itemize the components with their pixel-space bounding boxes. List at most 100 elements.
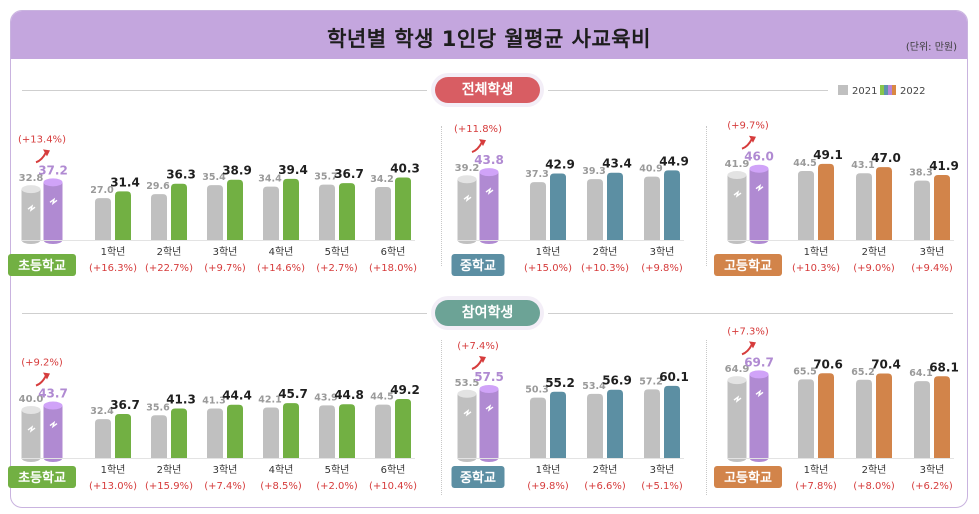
- all-elem-bar-2021-3: [207, 185, 223, 240]
- part-elem-value-2021-5: 43.9: [314, 392, 337, 403]
- all-elem-bar-2022-2: [171, 183, 187, 240]
- all-mid-value-2021-2: 39.3: [582, 166, 605, 177]
- header-band: 학년별 학생 1인당 월평균 사교육비 (단위: 만원): [11, 11, 967, 59]
- all-elem-overall-2021-value: 32.8: [19, 173, 44, 184]
- part-high-change-1: (+7.8%): [795, 481, 837, 492]
- all-elem-change-2: (+22.7%): [145, 263, 193, 274]
- part-elem-overall-change-arrowhead: [43, 372, 50, 380]
- part-high-overall-2021-cylinder-body: [727, 380, 747, 458]
- all-elem-bar-2021-1: [95, 198, 111, 240]
- all-elem-category-2: 2학년: [157, 246, 182, 258]
- part-high-bar-2022-1: [818, 373, 834, 458]
- all-mid-value-2021-1: 37.3: [525, 169, 548, 180]
- legend-item-2022: 2022: [880, 85, 925, 97]
- part-elem-overall-change: (+9.2%): [21, 358, 63, 369]
- all-elem-overall-2021-cylinder-top: [21, 185, 41, 194]
- divider-mid-high: [706, 126, 707, 266]
- all-elem-value-2021-3: 35.4: [202, 172, 226, 183]
- all-mid-bar-2021-3: [644, 176, 660, 240]
- all-mid-category-3: 3학년: [650, 246, 675, 258]
- part-elem-bar-2021-3: [207, 408, 223, 458]
- all-high-bar-2021-2: [856, 173, 872, 240]
- all-elem-value-2021-4: 34.4: [258, 174, 282, 185]
- all-elem-category-5: 5학년: [325, 246, 350, 258]
- all-mid-bar-2022-3: [664, 170, 680, 240]
- legend-label-2021: 2021: [852, 86, 878, 97]
- part-mid-overall-2022-coin-icon: [485, 404, 494, 412]
- all-elem-overall-change-arrow: [35, 151, 47, 164]
- all-mid-bar-2021-2: [587, 179, 603, 240]
- all-mid-overall-2021-cylinder-body: [457, 179, 477, 240]
- all-high-overall-2022-cylinder-body: [749, 168, 769, 240]
- part-high-category-1: 1학년: [804, 464, 829, 476]
- part-mid-category-3: 3학년: [650, 464, 675, 476]
- part-mid-overall-2021-cylinder-body: [457, 393, 477, 458]
- part-elem-value-2022-1: 36.7: [110, 398, 140, 412]
- all-mid-change-2: (+10.3%): [581, 263, 629, 274]
- all-high-overall-2021-cylinder-top: [727, 171, 747, 180]
- part-high-bar-2022-2: [876, 373, 892, 458]
- part-high-value-2022-1: 70.6: [813, 357, 843, 371]
- part-high-overall-2021-value: 64.9: [725, 364, 750, 375]
- all-elem-change-4: (+14.6%): [257, 263, 305, 274]
- all-elem-overall-2022-value: 37.2: [38, 163, 68, 177]
- part-elem-category-2: 2학년: [157, 464, 182, 476]
- all-high-overall-change-arrow: [741, 138, 753, 150]
- all-elem-value-2021-6: 34.2: [370, 174, 393, 185]
- all-elem-change-3: (+9.7%): [204, 263, 246, 274]
- part-elem-change-5: (+2.0%): [316, 481, 358, 492]
- all-elem-value-2022-2: 36.3: [166, 168, 196, 182]
- part-high-value-2021-3: 64.1: [909, 368, 932, 379]
- all-high-overall-change-arrowhead: [749, 135, 756, 143]
- divider-elem-mid-2: [441, 340, 442, 495]
- all-high-group-badge: [714, 254, 782, 276]
- all-elem-overall-2022-cylinder-body: [43, 182, 63, 240]
- part-high-overall-2022-cylinder-top: [749, 370, 769, 379]
- all-mid-category-1: 1학년: [536, 246, 561, 258]
- part-mid-overall-2021-coin-icon: [463, 409, 472, 417]
- all-high-overall-2022-coin-icon: [755, 183, 764, 192]
- part-mid-value-2022-1: 55.2: [545, 376, 575, 390]
- part-high-bar-2021-3: [914, 381, 930, 458]
- part-elem-change-4: (+8.5%): [260, 481, 302, 492]
- all-elem-group-badge: [8, 254, 76, 276]
- part-elem-value-2021-3: 41.3: [202, 395, 225, 406]
- all-elem-group-label: 초등학교: [18, 258, 66, 274]
- all-high-overall-2021-value: 41.9: [725, 159, 750, 170]
- legend-swatch-2022-purple: [888, 85, 892, 95]
- all-high-overall-2021-coin-icon: [733, 190, 742, 198]
- part-mid-group-badge: [451, 466, 505, 488]
- all-high-overall-2022-value: 46.0: [744, 150, 774, 164]
- part-elem-category-3: 3학년: [213, 464, 238, 476]
- legend-swatch-2021: [838, 85, 848, 95]
- legend-label-2022: 2022: [900, 86, 926, 97]
- part-elem-value-2022-6: 49.2: [390, 383, 420, 397]
- part-high-overall-change-arrow: [741, 343, 753, 356]
- all-elem-value-2022-1: 31.4: [110, 175, 140, 189]
- part-mid-overall-2022-value: 57.5: [474, 370, 504, 384]
- all-elem-value-2022-3: 38.9: [222, 164, 252, 178]
- all-mid-bar-2022-2: [607, 172, 623, 240]
- part-elem-change-3: (+7.4%): [204, 481, 246, 492]
- part-high-category-3: 3학년: [920, 464, 945, 476]
- all-elem-bar-2021-5: [319, 184, 335, 240]
- part-elem-value-2021-6: 44.5: [370, 392, 393, 403]
- part-elem-overall-2022-cylinder-body: [43, 405, 63, 458]
- all-elem-category-1: 1학년: [101, 246, 126, 258]
- all-elem-overall-change: (+13.4%): [18, 134, 66, 145]
- all-elem-overall-2021-cylinder-body: [21, 189, 41, 240]
- all-mid-overall-change-arrow: [471, 141, 483, 154]
- section-pill-all: 전체학생: [435, 77, 540, 103]
- part-elem-overall-2021-value: 40.0: [19, 394, 44, 405]
- all-elem-value-2021-1: 27.0: [90, 185, 114, 196]
- part-high-overall-2022-cylinder-body: [749, 374, 769, 458]
- part-elem-bar-2021-6: [375, 404, 391, 458]
- part-elem-overall-2022-value: 43.7: [38, 387, 68, 401]
- part-high-value-2022-3: 68.1: [929, 360, 959, 374]
- all-mid-overall-2021-cylinder-top: [457, 175, 477, 184]
- all-elem-value-2021-5: 35.7: [314, 172, 337, 183]
- part-mid-overall-2022-cylinder-top: [479, 385, 499, 393]
- all-mid-overall-change: (+11.8%): [454, 124, 502, 135]
- unit-label: (단위: 만원): [905, 42, 957, 53]
- part-mid-value-2021-3: 57.2: [639, 376, 662, 387]
